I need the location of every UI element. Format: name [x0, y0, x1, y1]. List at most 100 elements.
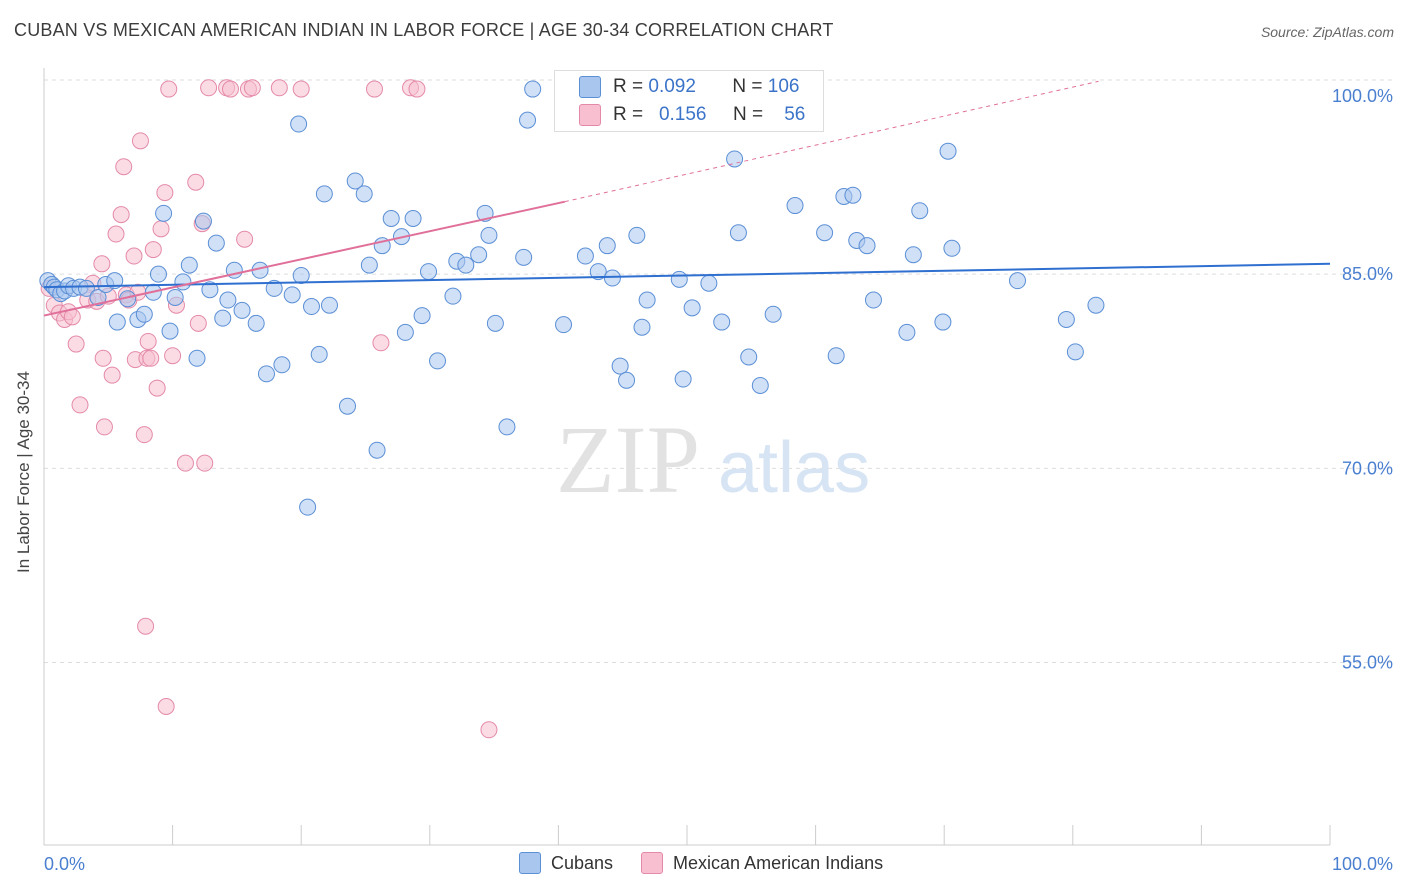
n-label: N = — [732, 76, 763, 97]
data-point-cuban — [413, 307, 431, 325]
data-point-cuban — [420, 263, 438, 281]
data-point-cuban — [310, 345, 328, 363]
trend-lines — [43, 80, 1331, 317]
data-point-cuban — [618, 371, 636, 389]
data-point-cuban — [555, 316, 573, 334]
data-point-cuban — [611, 357, 629, 375]
series-legend: Cubans Mexican American Indians — [519, 852, 911, 874]
data-point-cuban — [292, 266, 310, 284]
mexican-points — [40, 79, 498, 739]
legend-row-mexican: R = 0.156 N = 56 — [579, 103, 805, 127]
data-point-cuban — [161, 322, 179, 340]
data-point-mexican — [480, 721, 498, 739]
data-point-cuban — [751, 376, 769, 394]
data-point-cuban — [700, 274, 718, 292]
data-point-mexican — [139, 332, 157, 350]
gridlines — [44, 79, 1392, 663]
data-point-cuban — [816, 224, 834, 242]
watermark-atlas: atlas — [718, 428, 870, 508]
watermark-zip: ZIP — [556, 406, 700, 513]
data-point-cuban — [404, 210, 422, 228]
trend-line-mexican-extension — [564, 80, 1099, 203]
data-point-cuban — [740, 348, 758, 366]
data-point-cuban — [864, 291, 882, 309]
data-point-cuban — [429, 352, 447, 370]
data-point-cuban — [207, 234, 225, 252]
data-point-cuban — [396, 323, 414, 341]
legend-item-cubans[interactable]: Cubans — [519, 852, 613, 874]
data-point-cuban — [89, 288, 107, 306]
data-point-mexican — [142, 349, 160, 367]
data-point-cuban — [346, 172, 364, 190]
data-point-cuban — [108, 313, 126, 331]
r-value: 0.156 — [658, 104, 707, 125]
data-point-cuban — [315, 185, 333, 203]
trend-line-mexican — [43, 200, 566, 317]
data-point-cuban — [943, 239, 961, 257]
data-point-cuban — [515, 248, 533, 266]
data-point-cuban — [1087, 296, 1105, 314]
data-point-cuban — [355, 185, 373, 203]
cubans-swatch — [579, 76, 601, 98]
data-point-mexican — [187, 173, 205, 191]
legend-label-mexican: Mexican American Indians — [673, 852, 884, 873]
x-tick-label: 0.0% — [44, 854, 85, 874]
data-point-mexican — [200, 79, 218, 97]
data-point-cuban — [149, 265, 167, 283]
data-point-cuban — [470, 246, 488, 264]
data-point-mexican — [157, 697, 175, 715]
trend-line-cubans — [43, 262, 1331, 289]
legend-label-cubans: Cubans — [551, 852, 614, 873]
data-point-mexican — [148, 379, 166, 397]
data-point-cuban — [670, 270, 688, 288]
data-point-cuban — [674, 370, 692, 388]
data-point-mexican — [125, 247, 143, 265]
data-point-cuban — [201, 281, 219, 299]
r-value: 0.092 — [648, 76, 696, 97]
data-point-cuban — [524, 80, 542, 98]
data-point-cuban — [368, 441, 386, 459]
data-point-cuban — [360, 256, 378, 274]
data-point-cuban — [457, 256, 475, 274]
data-point-cuban — [633, 318, 651, 336]
data-point-mexican — [71, 396, 89, 414]
y-tick-label: 55.0% — [1342, 652, 1393, 672]
r-label: R = — [613, 76, 644, 97]
data-point-cuban — [898, 323, 916, 341]
data-point-cuban — [188, 349, 206, 367]
data-point-cuban — [486, 314, 504, 332]
data-point-mexican — [131, 132, 149, 150]
data-point-cuban — [135, 305, 153, 323]
data-point-cuban — [628, 226, 646, 244]
data-point-cuban — [338, 397, 356, 415]
data-point-cuban — [1009, 272, 1027, 290]
data-point-mexican — [236, 230, 254, 248]
data-point-cuban — [302, 298, 320, 316]
data-point-mexican — [160, 80, 178, 98]
correlation-legend: R = 0.092 N = 106 R = 0.156 N = 56 — [554, 70, 824, 132]
data-point-mexican — [164, 347, 182, 365]
data-point-mexican — [107, 225, 125, 243]
data-point-mexican — [67, 335, 85, 353]
legend-row-cubans: R = 0.092 N = 106 — [579, 75, 799, 99]
data-point-cuban — [283, 286, 301, 304]
data-point-mexican — [137, 617, 155, 635]
data-point-cuban — [480, 226, 498, 244]
data-point-cuban — [589, 263, 607, 281]
tick-labels: 100.0% 85.0% 70.0% 55.0% 0.0% 100.0% — [44, 86, 1393, 874]
data-point-cuban — [444, 287, 462, 305]
axes — [43, 68, 1331, 846]
y-tick-label: 85.0% — [1342, 264, 1393, 284]
x-tick-label: 100.0% — [1332, 854, 1393, 874]
n-value: 56 — [784, 104, 806, 125]
data-point-cuban — [214, 309, 232, 327]
y-tick-label: 100.0% — [1332, 86, 1393, 106]
cubans-swatch — [519, 852, 541, 874]
legend-item-mexican[interactable]: Mexican American Indians — [641, 852, 883, 874]
data-point-cuban — [498, 418, 516, 436]
data-point-cuban — [729, 224, 747, 242]
data-point-cuban — [155, 204, 173, 222]
data-point-cuban — [576, 247, 594, 265]
data-point-cuban — [194, 212, 212, 230]
